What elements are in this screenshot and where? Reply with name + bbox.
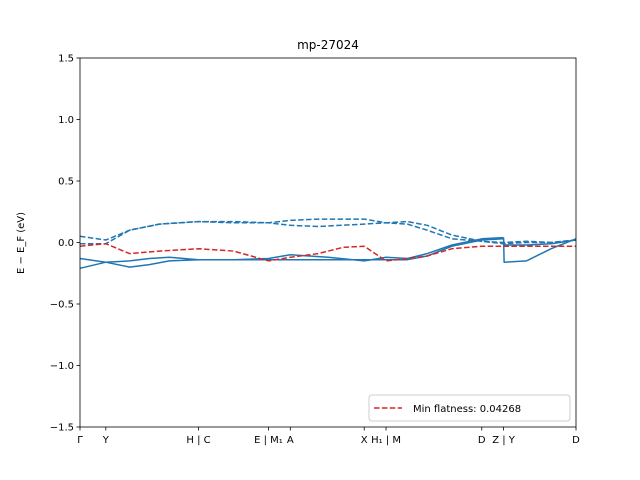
band-line-2	[502, 237, 577, 263]
legend: Min flatness: 0.04268	[368, 394, 571, 422]
x-tick-label: X	[361, 435, 368, 446]
band-line-1	[79, 236, 504, 270]
x-tick-label: A	[287, 435, 294, 446]
x-tick-label: D	[478, 435, 486, 446]
x-tick-label: Γ	[77, 435, 83, 446]
y-tick-label: −1.0	[50, 361, 74, 372]
x-axis: Γ Y H | C E | M₁ A X H₁ | M D Z | Y D	[77, 427, 580, 446]
x-tick-label: D	[572, 435, 580, 446]
legend-label: Min flatness: 0.04268	[413, 404, 521, 415]
legend-box	[368, 394, 571, 422]
x-tick-label: H | C	[186, 435, 210, 446]
x-tick-label: Z | Y	[492, 435, 516, 446]
y-tick-label: −0.5	[50, 300, 74, 311]
band-line-6	[79, 242, 576, 262]
y-tick-label: 1.0	[58, 115, 74, 126]
x-tick-label: Y	[102, 435, 110, 446]
y-axis: −1.5 −1.0 −0.5 0.0 0.5 1.0 1.5	[50, 54, 80, 434]
y-tick-label: 0.5	[58, 177, 74, 188]
y-tick-label: 0.0	[58, 238, 74, 249]
y-axis-label: E − E_F (eV)	[16, 212, 27, 274]
y-tick-label: −1.5	[50, 423, 74, 434]
x-tick-label: H₁ | M	[371, 435, 401, 446]
y-tick-label: 1.5	[58, 54, 74, 65]
band-line-0	[79, 238, 504, 268]
chart-title: mp-27024	[297, 38, 359, 52]
band-line-5	[80, 220, 577, 245]
x-tick-label: E | M₁	[254, 435, 283, 446]
plot-area	[79, 218, 577, 270]
